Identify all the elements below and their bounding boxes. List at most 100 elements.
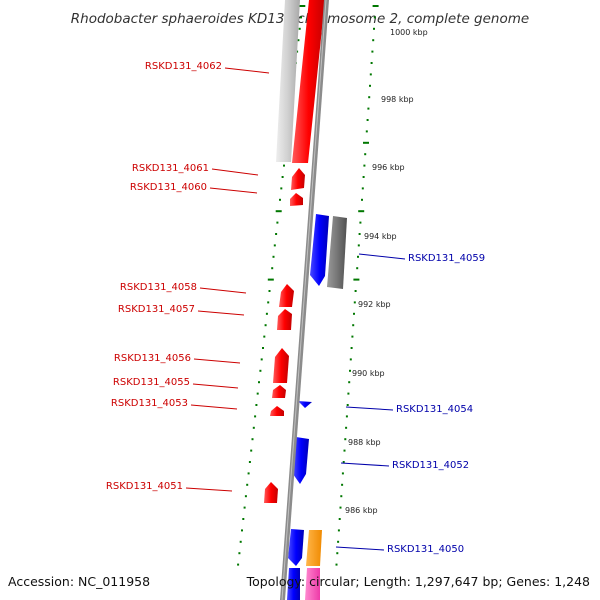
gene-label-rskd131-4056[interactable]: RSKD131_4056 — [114, 353, 191, 364]
gene-feature-rskd131-4055[interactable] — [272, 385, 286, 398]
gene-label-rskd131-4062[interactable]: RSKD131_4062 — [145, 61, 222, 72]
gene-feature-dark-gray[interactable] — [327, 216, 347, 289]
left-dotted-track-tick — [299, 5, 306, 7]
gene-feature-rskd131-4050[interactable] — [288, 529, 304, 566]
gene-feature-orange[interactable] — [306, 530, 322, 566]
gene-feature-rskd131-4060[interactable] — [290, 193, 303, 206]
right-dotted-track-tick — [353, 301, 356, 304]
gene-feature-rskd131-4051[interactable] — [264, 482, 278, 503]
gene-feature-light-gray[interactable] — [276, 0, 300, 162]
gene-feature-rskd131-4056[interactable] — [273, 348, 289, 383]
kbp-label-998: 998 kbp — [381, 95, 414, 104]
right-gene-labels: RSKD131_4059 RSKD131_4054 RSKD131_4052 R… — [335, 253, 485, 555]
right-dotted-track-tick — [366, 119, 369, 121]
right-dotted-track-tick — [363, 141, 369, 144]
right-dotted-track-tick — [373, 27, 375, 30]
right-dotted-track-tick — [348, 381, 351, 384]
right-dotted-track-tick — [368, 96, 371, 99]
right-dotted-track-tick — [359, 221, 362, 224]
left-dotted-track-tick — [297, 39, 300, 42]
gene-label-rskd131-4051[interactable]: RSKD131_4051 — [106, 481, 183, 492]
gene-label-rskd131-4060[interactable]: RSKD131_4060 — [130, 182, 207, 193]
gene-feature-rskd131-4057[interactable] — [277, 309, 292, 330]
left-dotted-track-tick — [256, 392, 259, 395]
gene-feature-rskd131-4054[interactable] — [298, 401, 312, 408]
right-dotted-track-tick — [369, 73, 372, 76]
right-dotted-track-tick — [335, 563, 338, 566]
gene-label-rskd131-4055[interactable]: RSKD131_4055 — [113, 377, 190, 388]
gene-label-rskd131-4054[interactable]: RSKD131_4054 — [396, 404, 473, 415]
left-dotted-track-tick — [259, 369, 262, 372]
gene-feature-rskd131-4058[interactable] — [279, 284, 294, 307]
left-dotted-track-tick — [258, 381, 260, 384]
gene-feature-rskd131-4053[interactable] — [270, 406, 284, 416]
gene-label-rskd131-4050[interactable]: RSKD131_4050 — [387, 544, 464, 555]
left-dotted-track-tick — [283, 164, 285, 167]
right-dotted-track-tick — [341, 472, 344, 475]
left-dotted-track-tick — [276, 221, 279, 224]
right-dotted-track-tick — [353, 278, 360, 281]
right-dotted-track-tick — [350, 347, 353, 349]
gene-label-rskd131-4061[interactable]: RSKD131_4061 — [132, 163, 209, 174]
feature-track — [264, 0, 347, 600]
left-dotted-track-tick — [264, 324, 267, 327]
right-dotted-track-tick — [336, 552, 339, 555]
right-dotted-track-tick — [349, 358, 352, 361]
gene-label-rskd131-4059[interactable]: RSKD131_4059 — [408, 253, 485, 264]
kbp-label-1000: 1000 kbp — [390, 28, 428, 37]
right-dotted-track-tick — [372, 39, 375, 42]
left-dotted-track-tick — [267, 278, 274, 281]
gene-feature-rskd131-4062[interactable] — [292, 0, 325, 163]
right-dotted-track-tick — [357, 244, 360, 247]
right-dotted-track-tick — [365, 130, 368, 133]
left-dotted-track-tick — [272, 255, 275, 258]
left-dotted-track-tick — [252, 426, 255, 429]
gene-label-rskd131-4057[interactable]: RSKD131_4057 — [118, 304, 195, 315]
leader-line — [358, 253, 406, 260]
left-dotted-track-tick — [242, 518, 245, 520]
left-dotted-track-tick — [267, 301, 270, 304]
left-dotted-track-tick — [250, 449, 253, 452]
topology-text: Topology: circular; Length: 1,297,647 bp… — [246, 574, 590, 589]
gene-feature-rskd131-4059[interactable] — [310, 214, 329, 286]
left-dotted-track-tick — [255, 404, 258, 406]
right-dotted-track-tick — [345, 415, 348, 418]
right-dotted-track-tick — [340, 495, 343, 498]
leader-line — [193, 358, 241, 364]
right-dotted-track-tick — [351, 335, 354, 338]
right-dotted-track-tick — [347, 392, 350, 395]
left-dotted-track-tick — [298, 27, 301, 30]
left-dotted-track-tick — [265, 312, 268, 315]
gene-label-rskd131-4053[interactable]: RSKD131_4053 — [111, 398, 188, 409]
left-dotted-track-tick — [246, 483, 249, 486]
leader-line — [224, 67, 270, 74]
gene-feature-pink[interactable] — [305, 568, 320, 600]
position-tick-tracks — [237, 5, 379, 566]
leader-line — [199, 287, 247, 294]
left-dotted-track-tick — [275, 233, 278, 235]
right-dotted-track-tick — [363, 164, 366, 167]
leader-line — [185, 487, 233, 492]
leader-line — [190, 404, 238, 410]
chromosome-backbone-highlight — [281, 0, 327, 600]
right-dotted-track-tick — [372, 5, 379, 7]
right-dotted-track-tick — [337, 529, 340, 532]
left-dotted-track-tick — [263, 335, 266, 338]
leader-line — [197, 310, 245, 316]
left-gene-labels: RSKD131_4062 RSKD131_4061 RSKD131_4060 R… — [106, 61, 270, 492]
gene-feature-rskd131-4052[interactable] — [293, 437, 309, 484]
left-dotted-track-tick — [279, 198, 281, 201]
gene-label-rskd131-4052[interactable]: RSKD131_4052 — [392, 460, 469, 471]
kbp-scale: 1000 kbp 998 kbp 996 kbp 994 kbp 992 kbp… — [345, 28, 428, 515]
left-dotted-track-tick — [271, 267, 274, 270]
right-dotted-track-tick — [371, 50, 374, 53]
gene-label-rskd131-4058[interactable]: RSKD131_4058 — [120, 282, 197, 293]
gene-feature-blue-bottom[interactable] — [287, 568, 300, 600]
left-dotted-track-tick — [238, 552, 241, 555]
gene-feature-rskd131-4061[interactable] — [291, 168, 305, 190]
right-dotted-track-tick — [364, 153, 367, 156]
left-dotted-track-tick — [244, 495, 247, 498]
leader-line — [340, 462, 390, 467]
right-dotted-track-tick — [362, 176, 365, 178]
